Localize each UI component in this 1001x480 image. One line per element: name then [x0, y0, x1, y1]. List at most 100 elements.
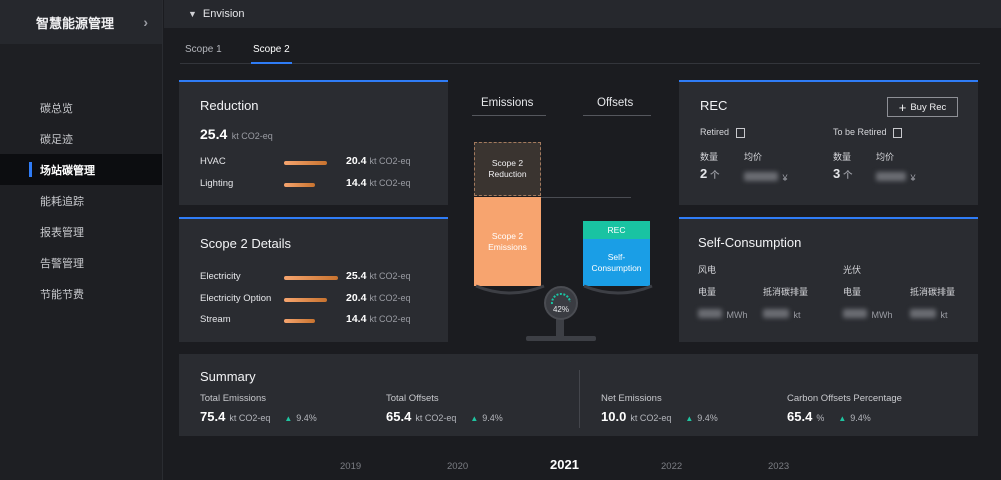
sidebar-item-carbon-overview[interactable]: 碳总览 [0, 92, 162, 123]
sidebar-nav: 碳总览 碳足迹 场站碳管理 能耗追踪 报表管理 告警管理 节能节费 [0, 44, 162, 309]
row-value: 20.4 kt CO2-eq [346, 292, 410, 304]
reduction-total-value: 25.4 [200, 126, 228, 142]
row-value-unit: kt CO2-eq [369, 156, 411, 166]
reduction-row-hvac: HVAC 20.4 kt CO2-eq [200, 155, 430, 170]
summary-total-emissions: Total Emissions 75.4 kt CO2-eq ▲ 9.4% [200, 393, 317, 424]
scope2-reduction-block: Scope 2 Reduction [474, 142, 541, 196]
offsets-underline [583, 115, 651, 116]
summary-unit: kt CO2-eq [229, 413, 271, 423]
retired-qty-unit: 个 [710, 170, 720, 180]
emissions-label: Emissions [481, 97, 534, 109]
row-value-number: 20.4 [346, 292, 367, 304]
summary-change: ▲ 9.4% [284, 413, 316, 423]
summary-change-value: 9.4% [482, 413, 503, 423]
row-value-unit: kt CO2-eq [369, 178, 411, 188]
gauge-arc [550, 293, 571, 305]
year-2021[interactable]: 2021 [550, 457, 579, 472]
sidebar-item-label: 场站碳管理 [40, 164, 95, 177]
summary-offsets-percentage: Carbon Offsets Percentage 65.4% ▲ 9.4% [787, 393, 902, 424]
scope2-details-card: Scope 2 Details Electricity 25.4 kt CO2-e… [179, 217, 448, 342]
row-value-number: 25.4 [346, 270, 367, 282]
year-2020[interactable]: 2020 [447, 461, 469, 472]
row-bar [284, 276, 338, 280]
sidebar-item-energy-tracking[interactable]: 能耗追踪 [0, 185, 162, 216]
balance-beam-line [541, 197, 631, 198]
year-2023[interactable]: 2023 [768, 461, 790, 472]
to-be-retired-qty-unit: 个 [843, 170, 853, 180]
arrow-up-icon: ▲ [470, 414, 479, 423]
document-icon[interactable] [893, 127, 903, 138]
row-label: Stream [200, 314, 231, 325]
summary-unit: % [816, 413, 825, 423]
summary-value: 75.4 [200, 409, 226, 424]
retired-avg-label: 均价 [744, 152, 763, 162]
chevron-down-icon[interactable]: ▼ [188, 9, 197, 19]
wind-offset-unit: kt [793, 310, 801, 320]
to-be-retired-price-redacted [876, 172, 906, 182]
reduction-total: 25.4 kt CO2-eq [200, 126, 273, 144]
sidebar-item-alarms[interactable]: 告警管理 [0, 247, 162, 278]
sidebar-item-energy-saving[interactable]: 节能节费 [0, 278, 162, 309]
offsets-label: Offsets [597, 97, 634, 109]
sidebar-item-label: 碳总览 [40, 102, 73, 115]
retired-price-redacted [744, 172, 778, 182]
buy-rec-button[interactable]: + Buy Rec [887, 97, 958, 117]
balance-scale-base [475, 284, 653, 341]
summary-value-row: 75.4 kt CO2-eq ▲ 9.4% [200, 409, 317, 424]
wind-offset-redacted [763, 309, 789, 319]
row-value: 20.4 kt CO2-eq [346, 155, 410, 167]
to-be-retired-avg-label: 均价 [876, 152, 895, 162]
year-2019[interactable]: 2019 [340, 461, 362, 472]
summary-value: 65.4 [787, 409, 813, 424]
summary-divider [579, 370, 580, 428]
arrow-up-icon: ▲ [284, 414, 293, 423]
reduction-total-unit: kt CO2-eq [231, 131, 273, 141]
sidebar: 智慧能源管理 › 碳总览 碳足迹 场站碳管理 能耗追踪 报表管理 告警管理 节能… [0, 0, 163, 480]
row-value-number: 20.4 [346, 155, 367, 167]
sidebar-item-label: 碳足迹 [40, 133, 73, 146]
sidebar-header[interactable]: 智慧能源管理 › [0, 0, 162, 44]
self-consumption-card: Self-Consumption 风电 电量 抵消碳排量 MWh kt 光伏 电… [679, 217, 978, 342]
row-value: 25.4 kt CO2-eq [346, 270, 410, 282]
solar-offset-redacted [910, 309, 936, 319]
summary-value-row: 65.4 kt CO2-eq ▲ 9.4% [386, 409, 503, 424]
retired-qty-label: 数量 [700, 152, 719, 162]
tab-scope-1[interactable]: Scope 1 [185, 44, 222, 55]
solar-power-redacted [843, 309, 867, 319]
sidebar-item-carbon-footprint[interactable]: 碳足迹 [0, 123, 162, 154]
to-be-retired-price-unit: ¥ [910, 173, 916, 183]
year-2022[interactable]: 2022 [661, 461, 683, 472]
summary-change: ▲ 9.4% [838, 413, 870, 423]
summary-card: Summary Total Emissions 75.4 kt CO2-eq ▲ 9.… [179, 354, 978, 436]
solar-offset-label: 抵消碳排量 [910, 287, 956, 297]
chevron-right-icon[interactable]: › [143, 14, 148, 30]
retired-qty-value: 2 [700, 166, 708, 181]
scope2-emissions-block: Scope 2 Emissions [474, 197, 541, 286]
summary-value: 65.4 [386, 409, 412, 424]
sidebar-item-site-carbon[interactable]: 场站碳管理 [0, 154, 162, 185]
summary-label: Total Offsets [386, 393, 439, 404]
row-bar [284, 183, 315, 187]
site-selector[interactable]: ▼ Envision [164, 0, 1001, 28]
wind-power-unit: MWh [726, 310, 748, 320]
sidebar-item-label: 节能节费 [40, 288, 84, 301]
summary-unit: kt CO2-eq [630, 413, 672, 423]
sidebar-item-reports[interactable]: 报表管理 [0, 216, 162, 247]
tab-scope-2[interactable]: Scope 2 [251, 44, 292, 64]
scope2-row-electricity-option: Electricity Option 20.4 kt CO2-eq [200, 292, 430, 307]
wind-offset: kt [763, 305, 800, 323]
solar-power: MWh [843, 305, 892, 323]
plus-icon: + [898, 99, 907, 115]
row-label: Electricity Option [200, 293, 272, 304]
card-title: Summary [200, 369, 256, 384]
summary-change: ▲ 9.4% [685, 413, 717, 423]
retired-price-unit: ¥ [782, 173, 788, 183]
row-label: Lighting [200, 178, 234, 189]
document-icon[interactable] [735, 127, 745, 138]
retired-header: Retired [700, 127, 745, 138]
solar-power-unit: MWh [871, 310, 893, 320]
